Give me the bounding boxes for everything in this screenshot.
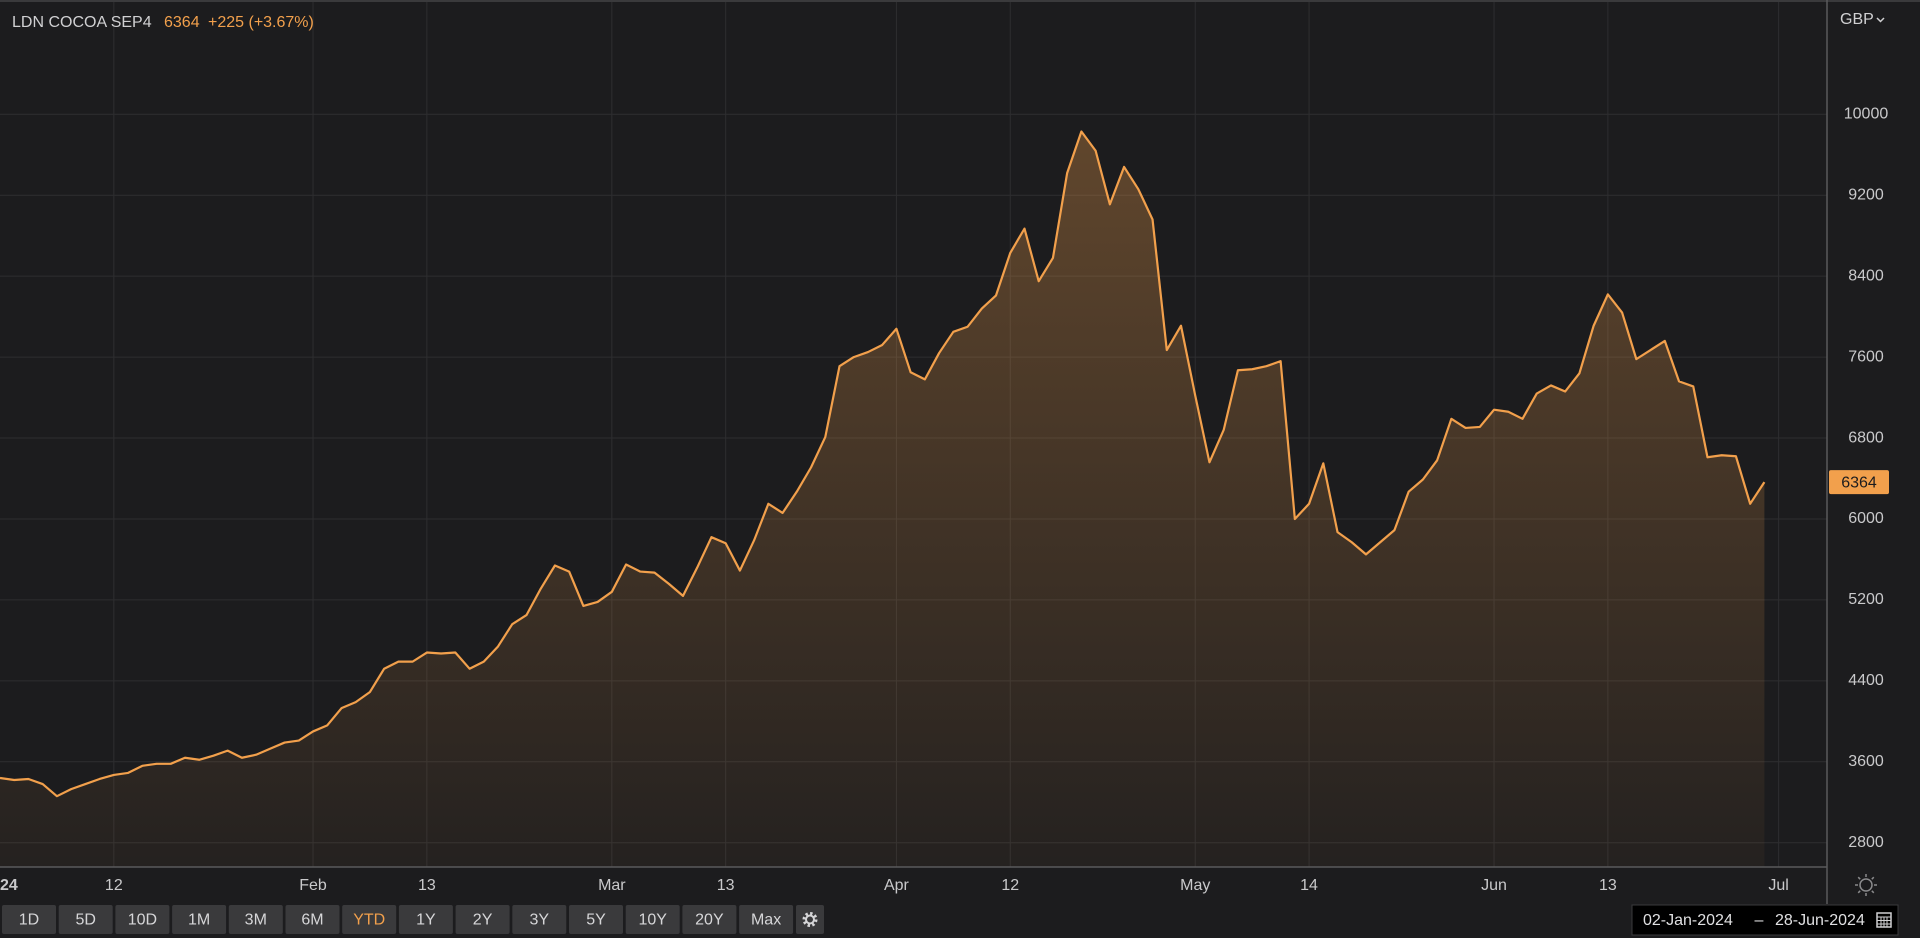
range-button-label[interactable]: 5D: [75, 912, 95, 929]
range-button-bg[interactable]: [285, 905, 340, 934]
last-price-tag-bg: [1829, 470, 1889, 495]
range-button[interactable]: 6M: [285, 905, 340, 934]
y-tick-label: 2800: [1848, 834, 1884, 851]
price-change: +225 (+3.67%): [208, 14, 314, 31]
x-tick-label: 13: [418, 877, 436, 894]
x-tick-label: 13: [1599, 877, 1617, 894]
y-tick-label: 10000: [1844, 106, 1889, 123]
date-from[interactable]: 02-Jan-2024: [1643, 912, 1733, 929]
range-button-label[interactable]: 2Y: [473, 912, 493, 929]
range-button-label[interactable]: 6M: [301, 912, 323, 929]
range-button[interactable]: 5Y: [569, 905, 623, 934]
y-tick-label: 7600: [1848, 348, 1884, 365]
y-tick-label: 3600: [1848, 753, 1884, 770]
range-button-bg[interactable]: [228, 905, 283, 934]
range-button-bg[interactable]: [115, 905, 170, 934]
range-button[interactable]: 1M: [172, 905, 227, 934]
range-button-bg[interactable]: [455, 905, 510, 934]
settings-bg[interactable]: [796, 905, 824, 934]
instrument-name: LDN COCOA SEP4: [12, 14, 152, 31]
range-button-label[interactable]: 10D: [128, 912, 157, 929]
range-button-bg[interactable]: [739, 905, 794, 934]
range-button-bg[interactable]: [398, 905, 453, 934]
range-button[interactable]: 10Y: [625, 905, 680, 934]
theme-toggle[interactable]: [1855, 874, 1877, 896]
y-tick-label: 6800: [1848, 429, 1884, 446]
date-range-box[interactable]: [1631, 904, 1899, 936]
x-tick-label: Apr: [884, 877, 910, 894]
date-to[interactable]: 28-Jun-2024: [1775, 912, 1865, 929]
range-button[interactable]: 20Y: [682, 905, 737, 934]
range-button[interactable]: 2Y: [455, 905, 510, 934]
last-price-tag: 6364: [1841, 474, 1877, 491]
range-button[interactable]: 1D: [2, 905, 56, 934]
x-tick-label: 13: [717, 877, 735, 894]
range-button-bg[interactable]: [625, 905, 680, 934]
range-button[interactable]: 10D: [115, 905, 170, 934]
range-button-bg[interactable]: [342, 905, 397, 934]
gear-icon[interactable]: [805, 914, 815, 925]
sun-rays[interactable]: [1855, 874, 1877, 896]
x-tick-label: 24: [0, 877, 18, 894]
currency[interactable]: GBP: [1840, 11, 1874, 28]
x-tick-label: Feb: [299, 877, 327, 894]
x-tick-label: Jul: [1768, 877, 1788, 894]
x-tick-label: 12: [1001, 877, 1019, 894]
area-fill: [0, 131, 1765, 867]
x-tick-label: May: [1180, 877, 1210, 894]
range-button-label[interactable]: 1Y: [416, 912, 436, 929]
range-button-bg[interactable]: [172, 905, 227, 934]
y-tick-label: 8400: [1848, 267, 1884, 284]
price-line: [0, 130, 1766, 798]
range-button[interactable]: YTD: [342, 905, 397, 934]
range-button-label[interactable]: 3Y: [530, 912, 550, 929]
y-tick-label: 6000: [1848, 510, 1884, 527]
range-button-bg[interactable]: [569, 905, 623, 934]
range-button-label[interactable]: Max: [751, 912, 781, 929]
range-button-label[interactable]: 1D: [19, 912, 39, 929]
settings-button[interactable]: [796, 905, 824, 934]
range-button-bg[interactable]: [2, 905, 56, 934]
range-button-bg[interactable]: [682, 905, 737, 934]
last-price: 6364: [164, 14, 200, 31]
x-tick-label: Jun: [1481, 877, 1507, 894]
y-tick-label: 9200: [1848, 186, 1884, 203]
range-button-label[interactable]: 20Y: [695, 912, 724, 929]
x-tick-label: 14: [1300, 877, 1318, 894]
y-tick-label: 5200: [1848, 591, 1884, 608]
range-button-bg[interactable]: [58, 905, 113, 934]
ticks: 2800 3600 4400 5200 6000 6800 7600 8400 9200 1000…: [0, 106, 1888, 895]
range-button-label[interactable]: 5Y: [586, 912, 606, 929]
range-button[interactable]: 1Y: [398, 905, 453, 934]
date-range[interactable]: 02-Jan-2024 – 28-Jun-2024: [1631, 904, 1899, 936]
range-button-label[interactable]: 3M: [245, 912, 267, 929]
x-tick-label: Mar: [598, 877, 626, 894]
currency-selector[interactable]: GBP: [1840, 11, 1885, 28]
date-separator[interactable]: –: [1755, 912, 1764, 929]
range-button[interactable]: Max: [739, 905, 794, 934]
plot: 6364: [0, 130, 1889, 867]
range-button-bg[interactable]: [512, 905, 567, 934]
sun-icon[interactable]: [1859, 878, 1873, 892]
range-button-label[interactable]: 10Y: [638, 912, 667, 929]
dropdown-arrow[interactable]: [1876, 17, 1885, 23]
range-buttons: 1D 5D 10D 1M 3M 6M YTD 1Y 2Y 3Y 5Y 10Y 20Y Max: [2, 905, 794, 934]
calendar-grid[interactable]: [1877, 916, 1891, 927]
range-button-label[interactable]: YTD: [353, 912, 385, 929]
y-tick-label: 4400: [1848, 672, 1884, 689]
range-button[interactable]: 5D: [58, 905, 113, 934]
range-button[interactable]: 3M: [228, 905, 283, 934]
range-button-label[interactable]: 1M: [188, 912, 210, 929]
range-button[interactable]: 3Y: [512, 905, 567, 934]
gear-teeth[interactable]: [802, 912, 818, 927]
x-tick-label: 12: [105, 877, 123, 894]
